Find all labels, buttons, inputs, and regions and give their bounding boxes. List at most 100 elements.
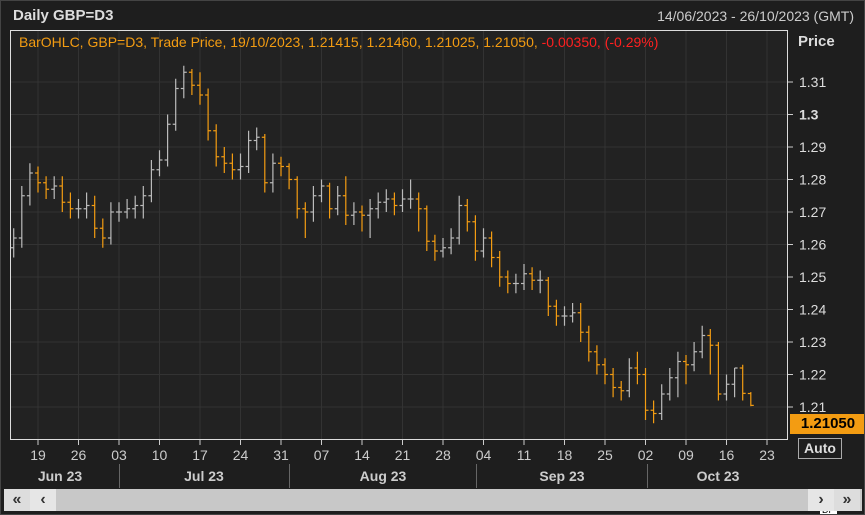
- ohlc-bar: [334, 186, 341, 216]
- ohlc-bar: [140, 186, 147, 219]
- ohlc-bar: [269, 153, 276, 193]
- month-label: Sep 23: [539, 468, 585, 484]
- ohlc-bar: [553, 299, 560, 326]
- scroll-next-button[interactable]: ›: [808, 489, 834, 511]
- ohlc-bar: [302, 202, 309, 238]
- ohlc-bar: [585, 325, 592, 362]
- chart-title: Daily GBP=D3: [13, 7, 114, 24]
- ohlc-bar: [91, 195, 98, 238]
- scrollbar[interactable]: « ‹ 97 DP › »: [4, 489, 862, 514]
- ohlc-bar: [350, 202, 357, 225]
- ohlc-bar: [529, 267, 536, 290]
- ohlc-bar: [318, 179, 325, 203]
- ohlc-bar: [310, 186, 317, 222]
- ohlc-bar: [399, 189, 406, 212]
- ohlc-bar: [51, 176, 58, 199]
- ohlc-bar: [205, 88, 212, 141]
- y-tick-label: 1.29: [799, 139, 826, 155]
- ohlc-bar: [383, 189, 390, 212]
- ohlc-bar: [747, 392, 754, 407]
- ohlc-bar: [342, 176, 349, 225]
- month-label: Jun 23: [37, 468, 83, 484]
- ohlc-bar: [496, 251, 503, 287]
- x-tick-label: 21: [395, 447, 411, 463]
- ohlc-bar: [488, 231, 495, 268]
- ohlc-bar: [375, 192, 382, 219]
- ohlc-bar: [666, 368, 673, 401]
- ohlc-bar: [229, 153, 236, 180]
- x-tick-label: 24: [233, 447, 249, 463]
- ohlc-bar: [683, 355, 689, 385]
- scroll-prev-button[interactable]: ‹: [30, 489, 56, 511]
- ohlc-bar: [237, 153, 244, 180]
- ohlc-bar: [440, 238, 446, 258]
- ohlc-bar: [602, 358, 608, 385]
- ohlc-bar: [521, 264, 527, 290]
- x-tick-label: 26: [71, 447, 87, 463]
- ohlc-bar: [634, 351, 641, 385]
- ohlc-bar: [188, 69, 195, 95]
- ohlc-bar: [107, 202, 114, 245]
- ohlc-bar: [197, 72, 203, 105]
- y-tick-label: 1.23: [799, 334, 826, 350]
- ohlc-chart[interactable]: 1.211.221.231.241.251.261.271.281.291.31…: [1, 1, 865, 463]
- ohlc-bar: [10, 228, 17, 258]
- ohlc-bar: [512, 273, 519, 294]
- ohlc-bar: [221, 147, 228, 173]
- ohlc-bar: [83, 192, 90, 219]
- ohlc-bar: [391, 192, 398, 216]
- ohlc-bar: [245, 130, 252, 173]
- ohlc-bar: [286, 163, 293, 190]
- ohlc-bar: [650, 400, 657, 424]
- ohlc-bar: [472, 215, 479, 261]
- ohlc-bar: [116, 202, 122, 222]
- ohlc-bar: [164, 114, 171, 167]
- ohlc-bar: [261, 134, 268, 193]
- ohlc-bar: [569, 303, 576, 323]
- x-tick-label: 04: [476, 447, 492, 463]
- month-divider: [119, 464, 120, 488]
- ohlc-bar: [480, 228, 487, 258]
- plot-area[interactable]: [10, 30, 788, 440]
- x-tick-label: 28: [435, 447, 451, 463]
- date-range: 14/06/2023 - 26/10/2023 (GMT): [657, 8, 854, 24]
- x-tick-label: 19: [30, 447, 46, 463]
- ohlc-bar: [456, 195, 463, 245]
- x-tick-label: 31: [273, 447, 289, 463]
- month-divider: [289, 464, 290, 488]
- ohlc-bar: [99, 218, 106, 248]
- ohlc-bar: [278, 156, 284, 177]
- y-tick-label: 1.21: [799, 399, 826, 415]
- ohlc-bar: [658, 384, 665, 420]
- ohlc-bar: [561, 306, 568, 326]
- legend-values: BarOHLC, GBP=D3, Trade Price, 19/10/2023…: [19, 34, 538, 50]
- ohlc-bar: [59, 176, 66, 212]
- ohlc-bar: [642, 368, 649, 420]
- x-tick-label: 07: [314, 447, 330, 463]
- x-tick-label: 11: [517, 447, 532, 463]
- ohlc-bar: [367, 199, 374, 238]
- y-tick-label: 1.26: [799, 237, 826, 253]
- legend-change: -0.00350, (-0.29%): [541, 34, 659, 50]
- ohlc-bar: [723, 374, 730, 401]
- x-tick-label: 23: [759, 447, 775, 463]
- scroll-first-button[interactable]: «: [4, 489, 30, 511]
- scroll-thumb[interactable]: 97 DP: [56, 489, 837, 514]
- ohlc-bar: [294, 176, 301, 219]
- x-tick-label: 25: [597, 447, 613, 463]
- month-label: Aug 23: [359, 468, 407, 484]
- ohlc-bar: [715, 342, 722, 401]
- ohlc-bar: [691, 342, 698, 372]
- x-tick-label: 18: [557, 447, 573, 463]
- scroll-last-button[interactable]: »: [834, 489, 860, 511]
- ohlc-bar: [699, 325, 706, 359]
- ohlc-bar: [577, 303, 584, 342]
- y-tick-label: 1.22: [799, 367, 826, 383]
- auto-scale-button[interactable]: Auto: [798, 438, 842, 459]
- ohlc-bar: [545, 277, 552, 316]
- ohlc-bar: [132, 195, 139, 219]
- x-tick-label: 02: [638, 447, 654, 463]
- month-divider: [476, 464, 477, 488]
- ohlc-bar: [148, 160, 155, 203]
- ohlc-bar: [18, 186, 25, 248]
